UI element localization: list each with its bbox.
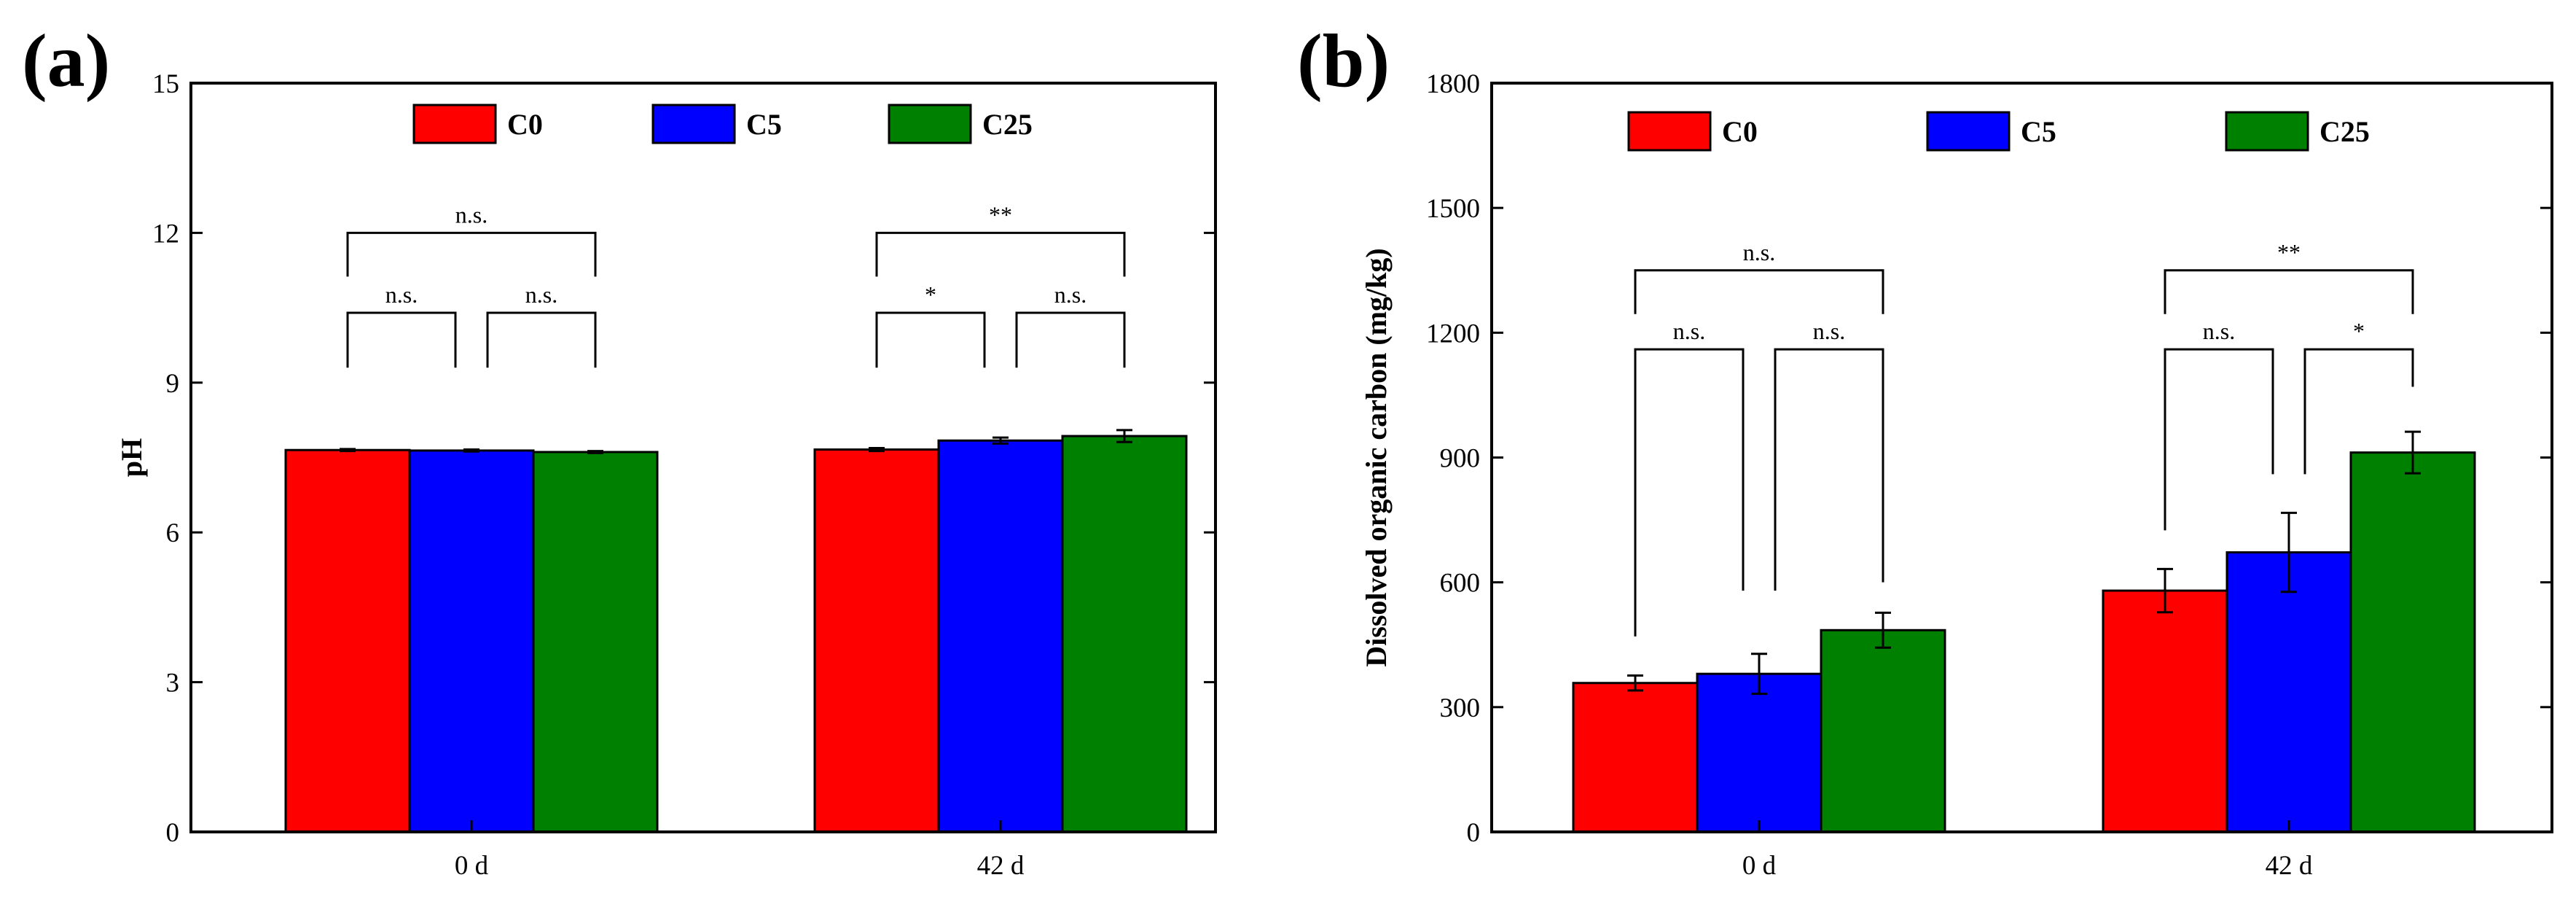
panel-b-significance-label-1: n.s.: [1673, 318, 1705, 344]
panel-a-y-axis-label: pH: [115, 438, 148, 477]
panel-a-significance-bracket-4: [875, 311, 986, 368]
panel-a-y-tick-label-1: 3: [166, 669, 180, 698]
panel-a-y-tick-label-4: 12: [152, 219, 179, 249]
panel-b-significance-label-5: *: [2353, 318, 2365, 344]
panel-a-x-tick-label-1: 42 d: [977, 851, 1025, 881]
panel-b-significance-bracket-3: [2164, 269, 2414, 314]
panel-a-bar-c5-0: [408, 449, 535, 833]
panel-b-significance-bracket-4: [2164, 348, 2274, 531]
panel-b-y-tick-label-1: 300: [1440, 693, 1481, 723]
panel-b-y-tick-label-2: 600: [1440, 569, 1481, 599]
panel-b-significance-label-3: **: [2277, 239, 2301, 265]
panel-a-significance-label-2: n.s.: [525, 281, 557, 308]
panel-b-significance-bracket-0: [1634, 269, 1884, 314]
panel-a-y-tick-label-2: 6: [166, 518, 180, 548]
panel-b-legend-swatch-c5: [1926, 111, 2011, 152]
panel-a-bar-c25-0: [532, 451, 659, 833]
panel-b-bar-c0-0: [1572, 682, 1699, 833]
panel-b-chart: (b) Dissolved organic carbon (mg/kg) n.s…: [1297, 19, 2553, 881]
panel-b-x-tick-label-0: 0 d: [1742, 851, 1777, 881]
panel-a-bar-c0-1: [813, 448, 940, 833]
panel-a-legend-label-c25: C25: [982, 108, 1033, 141]
panel-a-significance-label-3: **: [989, 201, 1012, 227]
panel-b-bar-c25-1: [2349, 451, 2476, 833]
panel-a-significance-label-1: n.s.: [385, 281, 418, 308]
panel-b-significance-label-4: n.s.: [2203, 318, 2235, 344]
panel-b-bar-c25-0: [1820, 628, 1946, 833]
panel-a-significance-bracket-5: [1015, 311, 1126, 368]
panel-b-significance-bracket-2: [1774, 348, 1884, 591]
panel-a-legend-swatch-c25: [888, 104, 972, 144]
panel-a-label: (a): [22, 19, 110, 103]
panel-a-bar-c5-1: [937, 439, 1064, 833]
panel-a-legend-label-c5: C5: [746, 108, 782, 141]
panel-a-significance-bracket-3: [875, 231, 1126, 277]
panel-b-y-tick-label-0: 0: [1467, 818, 1481, 848]
panel-b-legend-label-c5: C5: [2021, 115, 2056, 148]
panel-b-y-tick-label-5: 1500: [1426, 194, 1480, 224]
panel-a-significance-label-4: *: [925, 281, 936, 308]
panel-b-y-tick-label-3: 900: [1440, 444, 1481, 474]
panel-a-significance-label-0: n.s.: [455, 201, 488, 227]
panel-b-bar-c0-1: [2102, 589, 2228, 833]
panel-a-y-tick-label-0: 0: [166, 818, 180, 848]
panel-b-significance-bracket-5: [2303, 348, 2414, 475]
panel-b-legend-label-c0: C0: [1722, 115, 1758, 148]
panel-b-significance-bracket-1: [1634, 348, 1745, 637]
panel-a-legend-label-c0: C0: [507, 108, 543, 141]
panel-a-legend-swatch-c5: [651, 104, 736, 144]
panel-b-legend-label-c25: C25: [2319, 115, 2370, 148]
panel-a-x-tick-label-0: 0 d: [455, 851, 489, 881]
panel-a-significance-bracket-0: [346, 231, 597, 277]
panel-a-bar-c0-0: [284, 448, 411, 833]
panel-b-y-axis-label: Dissolved organic carbon (mg/kg): [1360, 248, 1393, 666]
panel-b-significance-label-0: n.s.: [1743, 239, 1775, 265]
panel-b-bar-c5-0: [1696, 672, 1823, 833]
panel-a-y-tick-label-3: 9: [166, 369, 180, 399]
panel-b-legend-swatch-c25: [2225, 111, 2309, 152]
panel-a-significance-bracket-2: [486, 311, 597, 368]
panel-a-legend-swatch-c0: [412, 104, 497, 144]
panel-b-y-tick-label-4: 1200: [1426, 319, 1480, 349]
panel-a-y-tick-label-5: 15: [152, 69, 179, 99]
panel-a-significance-bracket-1: [346, 311, 457, 368]
panel-a-significance-label-5: n.s.: [1054, 281, 1087, 308]
panel-b-x-tick-label-1: 42 d: [2266, 851, 2313, 881]
panel-b-bar-c5-1: [2225, 551, 2352, 833]
panel-b-legend-swatch-c0: [1627, 111, 1712, 152]
panel-b-significance-label-2: n.s.: [1813, 318, 1845, 344]
panel-b-label: (b): [1297, 19, 1390, 103]
panel-a-bar-c25-1: [1061, 435, 1188, 833]
panel-b-y-tick-label-6: 1800: [1426, 69, 1480, 99]
panel-a-plot-frame: [189, 82, 1217, 833]
